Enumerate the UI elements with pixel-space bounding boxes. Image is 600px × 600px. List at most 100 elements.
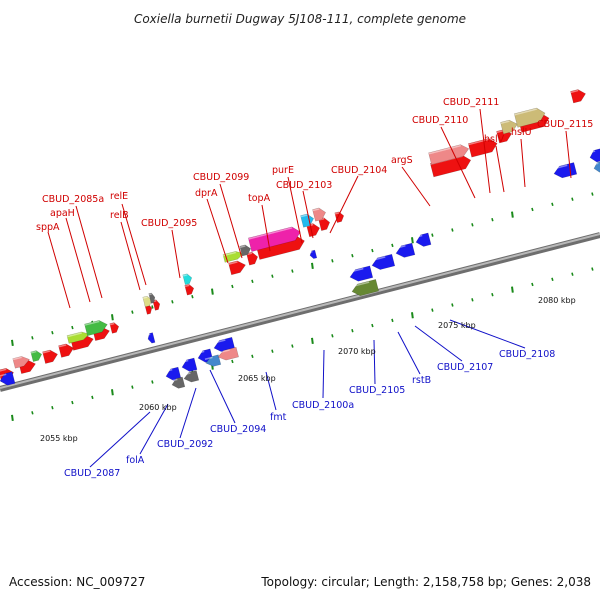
- top-label-leader: [302, 190, 314, 239]
- scale-tick: [391, 318, 394, 323]
- scale-tick: [471, 298, 474, 302]
- scale-tick: [311, 262, 314, 270]
- reverse-gene-arrow: [309, 249, 318, 259]
- gene-label-CBUD_2108: CBUD_2108: [499, 349, 555, 360]
- accession-text: Accession: NC_009727: [9, 575, 145, 589]
- scale-tick: [371, 323, 374, 328]
- scale-label-2065: 2065 kbp: [238, 374, 276, 383]
- reverse-gene-arrow: [146, 332, 156, 344]
- scale-tick: [231, 359, 234, 364]
- top-label-leader: [565, 130, 572, 179]
- forward-gene-arrow: [66, 331, 90, 344]
- gene-label-CBUD_2087: CBUD_2087: [64, 468, 120, 479]
- scale-tick: [411, 237, 414, 244]
- scale-tick: [431, 233, 434, 237]
- scale-tick: [31, 411, 34, 415]
- forward-gene-arrow: [30, 350, 43, 362]
- gene-label-rstB: rstB: [412, 375, 431, 386]
- forward-gene-arrow: [334, 211, 345, 223]
- forward-gene-arrow: [239, 244, 252, 257]
- forward-gene-arrow: [42, 349, 58, 364]
- gene-label-sppA: sppA: [36, 222, 60, 233]
- forward-gene-arrow: [12, 356, 30, 369]
- scale-tick: [371, 248, 374, 253]
- bottom-label-leader: [89, 411, 151, 468]
- scale-labels: 2055 kbp 2060 kbp 2065 kbp 2070 kbp 2075…: [40, 296, 576, 443]
- forward-gene-arrow: [148, 292, 156, 304]
- top-label-leader: [440, 126, 476, 199]
- forward-gene-arrow: [500, 119, 518, 135]
- forward-gene-arrow: [246, 251, 258, 266]
- top-label-leader: [479, 108, 491, 194]
- forward-gene-arrow: [58, 343, 74, 358]
- reverse-gene-arrow: [350, 279, 379, 296]
- top-label-leader: [329, 175, 359, 234]
- scale-tick: [191, 295, 194, 299]
- reverse-gene-arrow: [394, 242, 416, 258]
- scale-tick: [311, 337, 314, 345]
- scale-tick: [551, 202, 554, 207]
- gene-label-fmt: fmt: [270, 412, 287, 423]
- scale-label-2055: 2055 kbp: [40, 434, 78, 443]
- scale-tick: [131, 385, 134, 389]
- gene-label-CBUD_2105: CBUD_2105: [349, 385, 405, 396]
- gene-label-CBUD_2099: CBUD_2099: [193, 172, 249, 183]
- reverse-gene-arrow: [216, 346, 239, 361]
- gene-label-CBUD_2104: CBUD_2104: [331, 165, 387, 176]
- scale-tick: [231, 284, 234, 289]
- scale-tick: [271, 349, 274, 353]
- scale-tick: [351, 253, 354, 258]
- scale-label-2070: 2070 kbp: [338, 347, 376, 356]
- forward-gene-arrow: [84, 320, 108, 337]
- reverse-gene-arrow: [370, 253, 396, 270]
- gene-label-CBUD_2110: CBUD_2110: [412, 115, 468, 126]
- gene-label-hslV: hslV: [484, 134, 505, 145]
- gene-label-CBUD_2103: CBUD_2103: [276, 180, 332, 191]
- top-label-leader: [121, 203, 147, 286]
- scale-tick: [111, 314, 114, 321]
- scale-tick: [391, 243, 394, 248]
- reverse-gene-arrow: [552, 162, 578, 179]
- gene-label-CBUD_2085a: CBUD_2085a: [42, 194, 104, 205]
- scale-tick: [151, 305, 154, 309]
- scale-tick: [451, 228, 454, 232]
- scale-tick: [271, 274, 274, 278]
- scale-tick: [91, 395, 94, 400]
- scale-tick: [71, 325, 74, 330]
- scale-tick: [11, 339, 14, 347]
- bottom-label-leader: [322, 349, 325, 399]
- forward-gene-arrow: [467, 138, 498, 158]
- reverse-gene-arrow: [348, 265, 374, 282]
- top-label-leader: [520, 138, 526, 188]
- scale-ticks: [11, 192, 594, 422]
- scale-tick: [291, 269, 294, 273]
- top-label-leader: [171, 229, 181, 279]
- scale-tick: [571, 197, 574, 201]
- scale-tick: [131, 310, 134, 314]
- top-label-leader: [75, 205, 103, 299]
- gene-label-CBUD_2115: CBUD_2115: [537, 119, 593, 130]
- gene-label-topA: topA: [248, 193, 271, 204]
- gene-label-CBUD_2107: CBUD_2107: [437, 362, 493, 373]
- top-label-leader: [495, 145, 505, 193]
- reverse-gene-arrow: [170, 376, 186, 389]
- gene-label-dprA: dprA: [195, 188, 218, 199]
- scale-tick: [331, 259, 334, 263]
- scale-tick: [171, 300, 174, 304]
- top-label-leader: [206, 198, 229, 264]
- map-title: Coxiella burnetii Dugway 5J108-111, comp…: [134, 12, 466, 26]
- scale-tick: [351, 328, 354, 333]
- reverse-gene-arrow: [414, 232, 432, 247]
- label-leaders: [47, 108, 572, 468]
- scale-tick: [291, 344, 294, 348]
- bottom-label-leader: [139, 403, 169, 455]
- scale-label-2080: 2080 kbp: [538, 296, 576, 305]
- scale-tick: [31, 336, 34, 340]
- gene-label-CBUD_2095: CBUD_2095: [141, 218, 197, 229]
- scale-tick: [531, 282, 534, 287]
- scale-tick: [491, 293, 494, 297]
- scale-tick: [111, 389, 114, 396]
- scale-tick: [591, 267, 594, 271]
- gene-label-purE: purE: [272, 165, 294, 176]
- forward-gene-arrow: [428, 144, 470, 165]
